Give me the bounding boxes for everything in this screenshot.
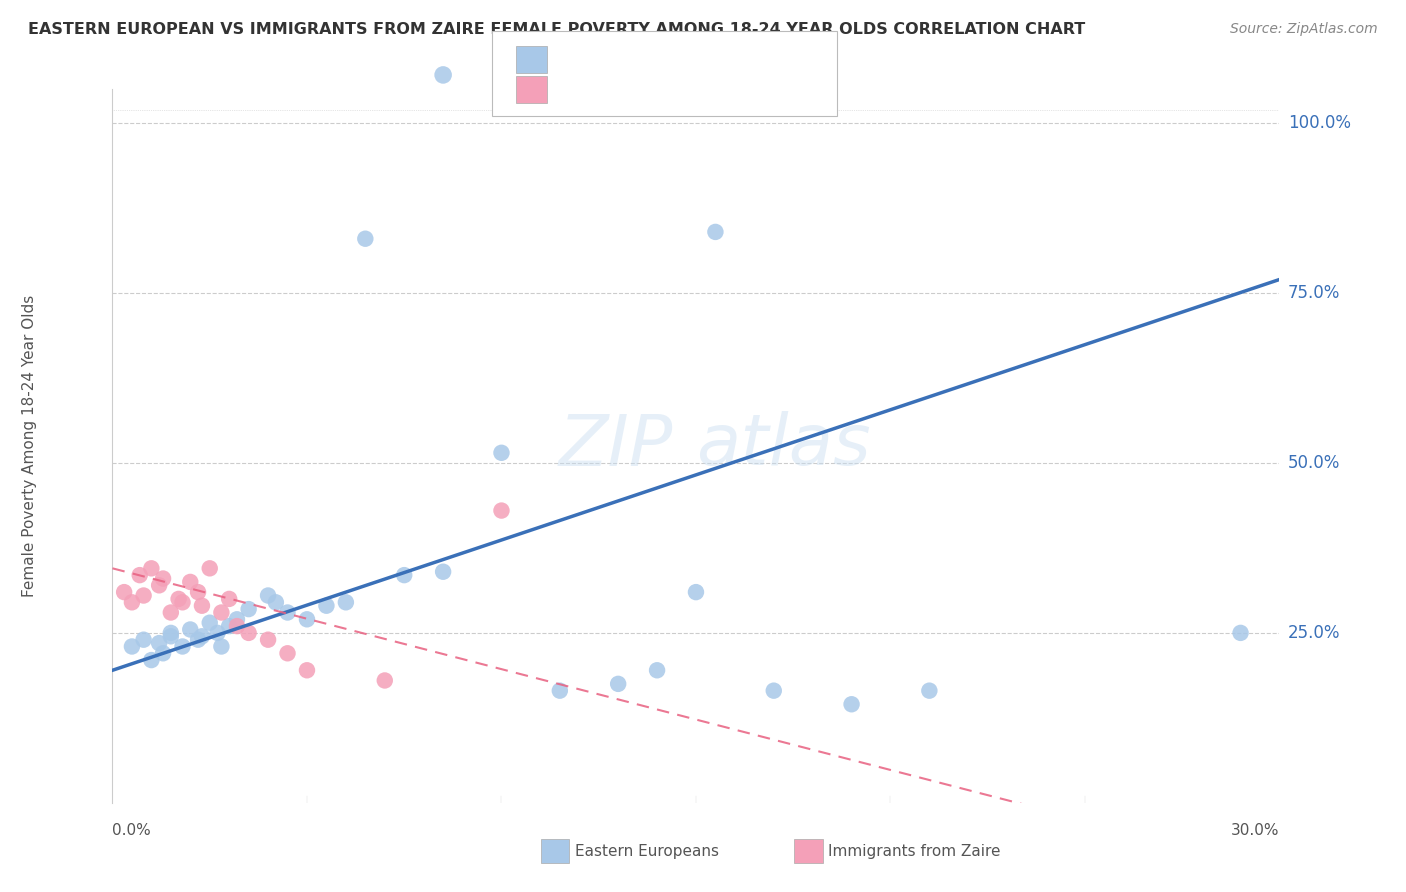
Point xyxy=(491,503,513,517)
Point xyxy=(645,663,668,677)
Point xyxy=(187,632,209,647)
Point xyxy=(160,629,183,643)
Point xyxy=(112,585,135,599)
Point xyxy=(148,636,170,650)
Point xyxy=(762,683,785,698)
Text: R =  0.472   N = 36: R = 0.472 N = 36 xyxy=(561,51,752,69)
Point xyxy=(167,591,190,606)
Point xyxy=(432,103,454,117)
Point xyxy=(209,640,232,654)
Point xyxy=(148,578,170,592)
Point xyxy=(226,619,249,633)
Point xyxy=(238,626,260,640)
Point xyxy=(1229,626,1251,640)
Point xyxy=(685,585,707,599)
Text: Immigrants from Zaire: Immigrants from Zaire xyxy=(828,845,1001,859)
FancyBboxPatch shape xyxy=(794,839,823,863)
Point xyxy=(191,599,214,613)
Point xyxy=(187,585,209,599)
Point xyxy=(209,606,232,620)
Point xyxy=(160,626,183,640)
Point xyxy=(141,653,163,667)
Text: 30.0%: 30.0% xyxy=(1232,822,1279,838)
Point xyxy=(191,629,214,643)
Point xyxy=(128,568,150,582)
Point xyxy=(354,232,377,246)
Point xyxy=(918,683,941,698)
Point xyxy=(198,615,221,630)
Point xyxy=(160,606,183,620)
Point xyxy=(172,640,194,654)
Point xyxy=(226,612,249,626)
Text: 75.0%: 75.0% xyxy=(1288,284,1340,302)
Point xyxy=(295,612,318,626)
Point xyxy=(315,599,337,613)
Point xyxy=(295,663,318,677)
Point xyxy=(132,589,155,603)
Point xyxy=(207,626,229,640)
Point xyxy=(121,640,143,654)
Text: EASTERN EUROPEAN VS IMMIGRANTS FROM ZAIRE FEMALE POVERTY AMONG 18-24 YEAR OLDS C: EASTERN EUROPEAN VS IMMIGRANTS FROM ZAIR… xyxy=(28,22,1085,37)
Point xyxy=(238,602,260,616)
Point xyxy=(432,565,454,579)
Text: Source: ZipAtlas.com: Source: ZipAtlas.com xyxy=(1230,22,1378,37)
Point xyxy=(132,632,155,647)
Point xyxy=(152,572,174,586)
Text: R = -0.220   N = 23: R = -0.220 N = 23 xyxy=(561,80,752,98)
Point xyxy=(179,574,201,589)
Text: Female Poverty Among 18-24 Year Olds: Female Poverty Among 18-24 Year Olds xyxy=(21,295,37,597)
Point xyxy=(276,606,298,620)
Point xyxy=(374,673,396,688)
Point xyxy=(257,632,280,647)
Text: 25.0%: 25.0% xyxy=(1288,624,1340,642)
Point xyxy=(335,595,357,609)
Point xyxy=(704,225,727,239)
FancyBboxPatch shape xyxy=(541,839,569,863)
Text: 100.0%: 100.0% xyxy=(1288,114,1351,132)
Point xyxy=(198,561,221,575)
Point xyxy=(276,646,298,660)
Text: 0.0%: 0.0% xyxy=(112,822,152,838)
Point xyxy=(152,646,174,660)
Text: Eastern Europeans: Eastern Europeans xyxy=(575,845,718,859)
Point xyxy=(172,595,194,609)
Point xyxy=(264,595,287,609)
Point xyxy=(392,568,416,582)
Point xyxy=(121,595,143,609)
Point xyxy=(607,677,630,691)
Text: atlas: atlas xyxy=(696,411,870,481)
Point xyxy=(548,683,571,698)
Point xyxy=(141,561,163,575)
Text: 50.0%: 50.0% xyxy=(1288,454,1340,472)
Point xyxy=(257,589,280,603)
Text: ZIP: ZIP xyxy=(558,411,672,481)
Point xyxy=(218,591,240,606)
Point xyxy=(218,619,240,633)
Point xyxy=(491,446,513,460)
Point xyxy=(179,623,201,637)
Point xyxy=(841,698,863,712)
